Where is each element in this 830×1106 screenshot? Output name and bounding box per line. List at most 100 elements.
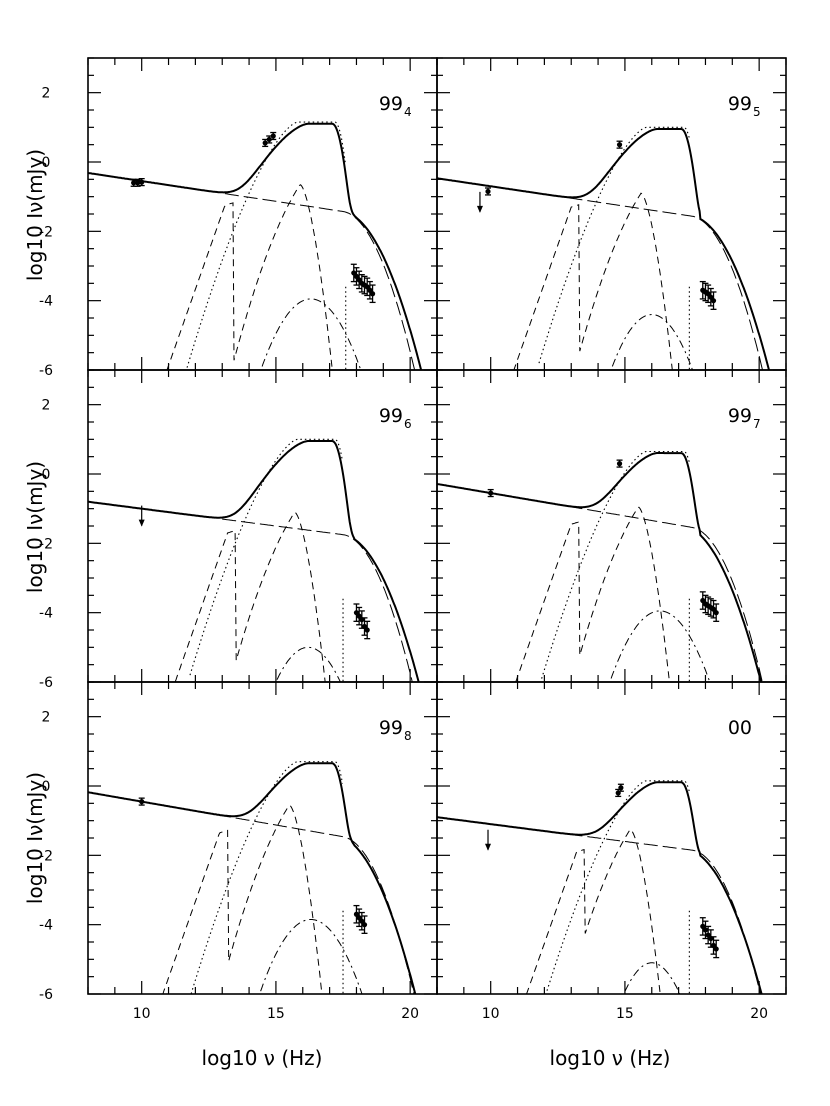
y-tick-label: -4	[39, 294, 53, 310]
data-point	[705, 596, 712, 616]
total-model-curve	[437, 781, 763, 994]
total-model-curve	[437, 128, 771, 370]
y-tick-label: 2	[42, 398, 51, 414]
x-tick-label: 15	[616, 1006, 634, 1022]
total-model-curve	[88, 440, 420, 682]
dotdash-curve	[623, 962, 681, 994]
sed-panel: 2 0 -2 -4 -6 99 6	[39, 369, 438, 691]
y-tick-label: -2	[39, 536, 53, 552]
upper-limit-arrow	[485, 829, 492, 851]
data-point	[138, 797, 145, 806]
x-tick-label: 20	[750, 1006, 768, 1022]
curves	[437, 450, 763, 682]
y-axis-title-text: log10 Iν(mJy)	[23, 772, 47, 904]
dotted-curve	[538, 126, 690, 364]
synchrotron-curve	[568, 505, 763, 682]
y-tick-label: -6	[39, 987, 53, 1003]
synchrotron-curve	[568, 197, 764, 370]
y-tick-label: 0	[42, 155, 51, 171]
total-model-curve	[88, 122, 423, 370]
curves	[88, 761, 417, 994]
y-tick-label: 0	[42, 779, 51, 795]
y-tick-label: 2	[42, 86, 51, 102]
y-axis-title-text: log10 Iν(mJy)	[23, 461, 47, 593]
panel-label: 99	[728, 93, 752, 115]
upper-limit-arrow	[138, 505, 145, 527]
y-tick-label: 2	[42, 710, 51, 726]
data-point	[713, 603, 720, 622]
data-point	[617, 783, 624, 792]
data-point	[270, 131, 277, 141]
data-point	[616, 140, 623, 149]
panel-label-subscript: 7	[753, 417, 761, 431]
data-point	[487, 488, 494, 498]
y-tick-label: -4	[39, 606, 53, 622]
data-point	[138, 177, 145, 187]
synchrotron-curve	[568, 833, 761, 994]
dotdash-curve	[610, 313, 694, 370]
data-point	[710, 291, 717, 310]
x-tick-label: 20	[401, 1006, 419, 1022]
total-model-curve	[437, 452, 763, 682]
curves	[88, 438, 420, 682]
data-point	[616, 459, 623, 468]
panel-label-subscript: 6	[404, 417, 412, 431]
data-point	[485, 187, 492, 196]
x-axis-title-right: log10 ν (Hz)	[550, 1046, 671, 1070]
y-tick-label: -6	[39, 363, 53, 379]
y-axis-title-row2: log10 Iν(mJy)	[23, 461, 47, 593]
disk-curve	[515, 506, 670, 682]
x-axis-title-left: log10 ν (Hz)	[202, 1046, 323, 1070]
y-axis-title-row1: log10 Iν(mJy)	[23, 149, 47, 281]
synchrotron-curve	[222, 518, 413, 682]
x-tick-label: 10	[482, 1006, 500, 1022]
y-axis-title-text: log10 Iν(mJy)	[23, 149, 47, 281]
panel-grid: 20-2-4-699 4 99 520-2-4-699 6 99 720-2-4-610 15…	[39, 57, 787, 1022]
y-tick-label: -6	[39, 675, 53, 691]
y-tick-label: -4	[39, 918, 53, 934]
sed-panel: 10 15 20 00	[436, 681, 787, 1022]
synchrotron-curve	[216, 814, 415, 994]
disk-curve	[162, 804, 323, 994]
y-axis-title-row3: log10 Iν(mJy)	[23, 772, 47, 904]
disk-curve	[166, 184, 333, 370]
dotted-curve	[185, 121, 346, 370]
data-point	[702, 282, 709, 302]
data-point	[364, 620, 371, 640]
data-point	[369, 284, 376, 304]
curves	[437, 780, 763, 994]
panel-label: 00	[728, 717, 752, 739]
curves	[88, 121, 423, 370]
y-tick-label: -2	[39, 848, 53, 864]
sed-panel: 99 7	[436, 369, 787, 683]
x-tick-label: 10	[133, 1006, 151, 1022]
dotted-curve	[545, 780, 690, 994]
total-model-curve	[88, 762, 417, 994]
panel-label-subscript: 4	[404, 105, 412, 119]
dotdash-curve	[275, 646, 341, 682]
dotted-curve	[540, 450, 690, 682]
data-point	[361, 915, 368, 934]
curves	[437, 126, 771, 370]
y-tick-label: -2	[39, 224, 53, 240]
dotdash-curve	[259, 919, 363, 994]
data-point	[134, 178, 141, 187]
data-point	[361, 275, 368, 295]
disk-curve	[526, 828, 661, 994]
panel-label-subscript: 5	[753, 105, 761, 119]
upper-limit-arrow	[476, 191, 483, 213]
x-tick-label: 15	[267, 1006, 285, 1022]
data-point	[710, 599, 717, 619]
synchrotron-curve	[224, 193, 416, 370]
panel-label: 99	[379, 717, 403, 739]
data-point	[266, 135, 273, 144]
data-point	[702, 920, 709, 940]
panel-label-subscript: 8	[404, 729, 412, 743]
panel-label: 99	[728, 405, 752, 427]
dotdash-curve	[260, 298, 362, 370]
dotdash-curve	[609, 610, 711, 682]
sed-panel: 2 0 -2 -4 -6 99 4	[39, 57, 438, 379]
panel-label: 99	[379, 93, 403, 115]
